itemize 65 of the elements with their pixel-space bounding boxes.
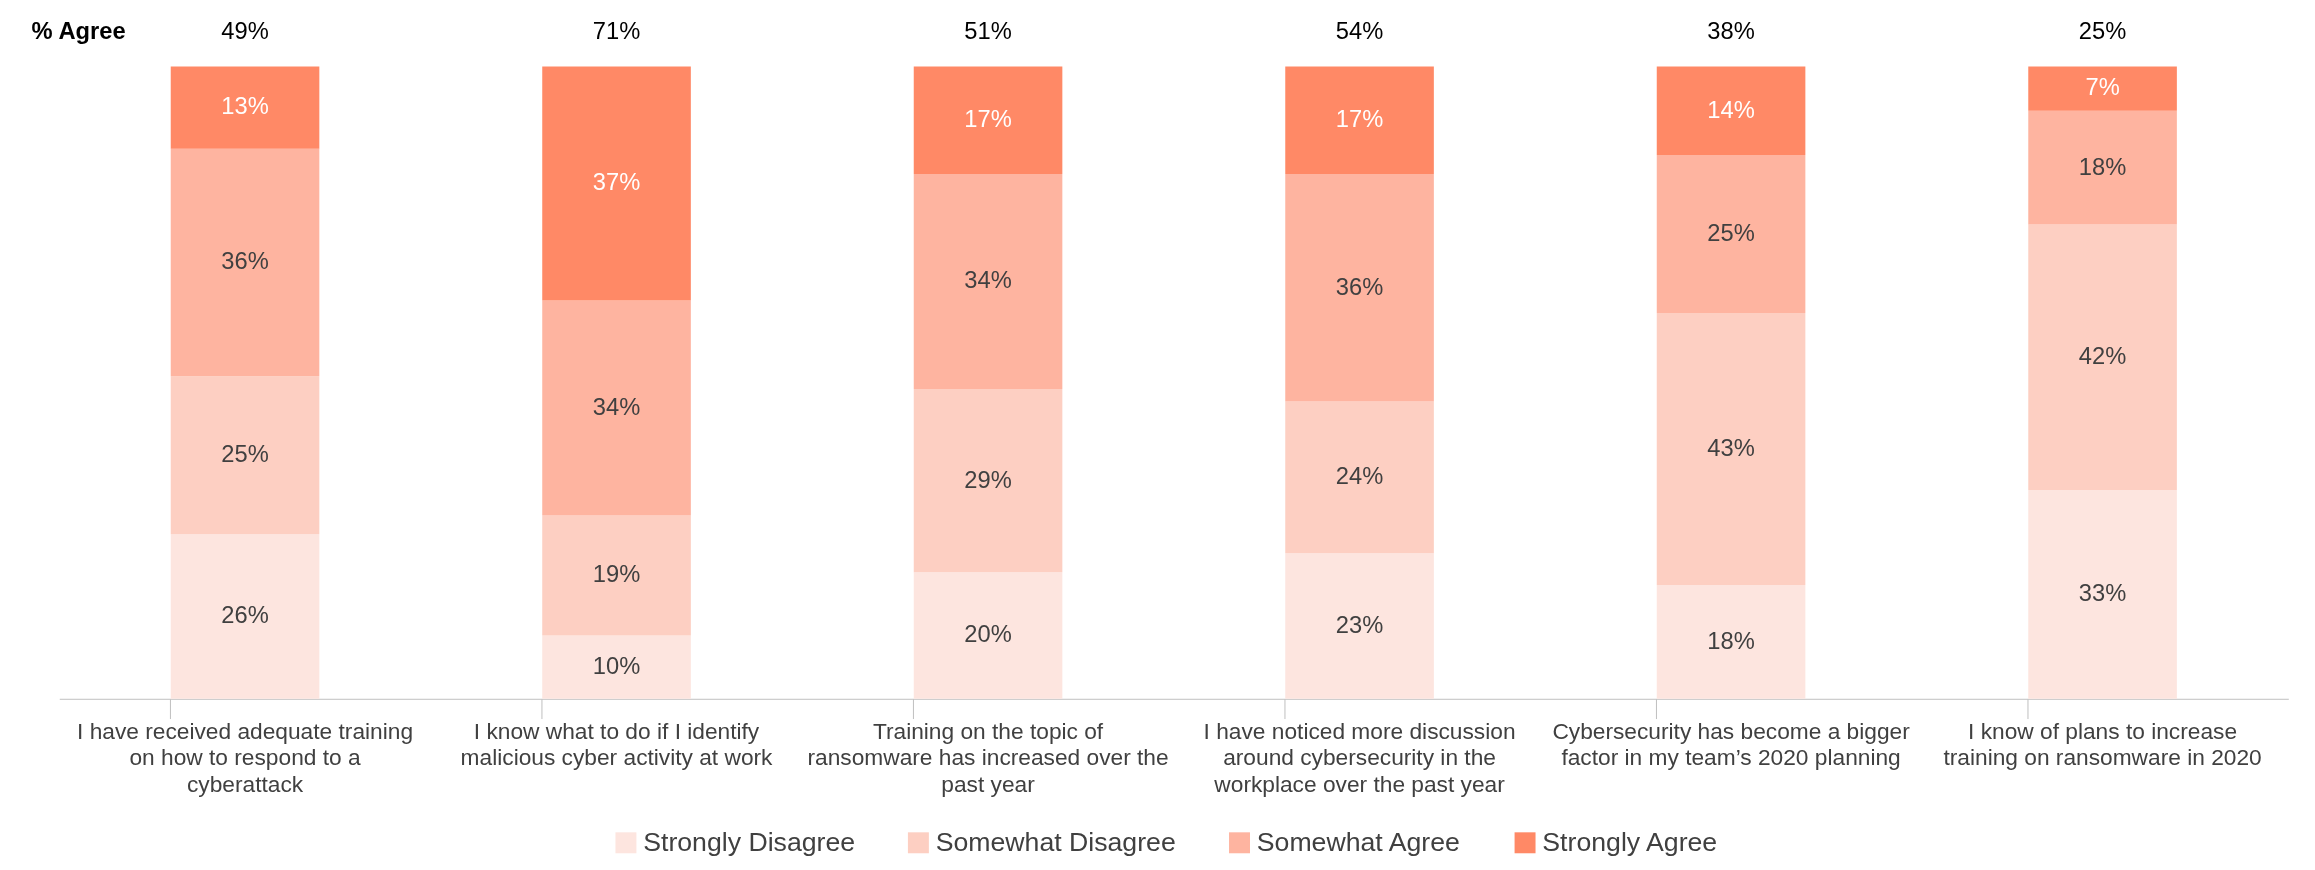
- bar: [1656, 584, 1806, 699]
- bar: [1656, 66, 1806, 155]
- data-label: 17%: [964, 106, 1012, 133]
- bar: [913, 173, 1063, 389]
- bar: [1656, 313, 1806, 585]
- data-label: 36%: [1335, 273, 1384, 300]
- bar: [913, 388, 1063, 573]
- bar: [1285, 173, 1434, 402]
- data-label: 7%: [2085, 74, 2120, 101]
- bar: [542, 66, 691, 301]
- data-label: 34%: [592, 393, 641, 420]
- data-label: 25%: [221, 441, 269, 468]
- bar: [913, 572, 1063, 699]
- bar: [542, 300, 691, 516]
- bar: [2028, 110, 2177, 225]
- text: 71%: [592, 17, 641, 44]
- bar: [542, 635, 691, 699]
- bar: [1285, 553, 1434, 699]
- bar: [1285, 401, 1434, 554]
- data-label: 19%: [592, 561, 641, 588]
- text: 38%: [1707, 17, 1755, 44]
- bar: [913, 66, 1063, 174]
- bar: [2028, 66, 2177, 111]
- bar: [2028, 224, 2177, 491]
- bar: [170, 534, 320, 699]
- data-label: 13%: [221, 93, 269, 120]
- data-label: 17%: [1335, 106, 1384, 133]
- text: 54%: [1335, 17, 1384, 44]
- data-label: 34%: [964, 267, 1012, 294]
- legend-label: Somewhat Agree: [1256, 826, 1460, 857]
- data-label: 24%: [1335, 463, 1384, 490]
- x-tick-label: I have received adequate training on how to respond to a cyberattack: [77, 717, 414, 798]
- data-label: 14%: [1707, 96, 1755, 123]
- bar: [542, 515, 691, 636]
- data-label: 20%: [964, 621, 1012, 648]
- legend-label: Strongly Disagree: [643, 826, 856, 857]
- data-label: 18%: [1707, 627, 1755, 654]
- data-label: 10%: [592, 653, 641, 680]
- bar: [170, 148, 320, 377]
- text: 25%: [2078, 17, 2127, 44]
- data-label: 23%: [1335, 611, 1384, 638]
- x-tick-label: Training on the topic of ransomware has increased over the past year: [807, 717, 1169, 798]
- data-label: 43%: [1707, 434, 1755, 461]
- bar: [1656, 154, 1806, 314]
- bar: [1285, 66, 1434, 174]
- x-tick-label: I know of plans to increase training on ransomware in 2020: [1943, 717, 2262, 771]
- data-label: 26%: [221, 602, 269, 629]
- data-label: 33%: [2078, 580, 2127, 607]
- legend-label: Somewhat Disagree: [935, 826, 1176, 857]
- bar: [170, 376, 320, 535]
- x-tick-label: I have noticed more discussion around cybersecurity in the workplace over the past year: [1203, 717, 1516, 798]
- data-label: 18%: [2078, 153, 2127, 180]
- text: 49%: [221, 17, 269, 44]
- data-label: 42%: [2078, 343, 2127, 370]
- data-label: 37%: [592, 169, 641, 196]
- x-tick-label: Cybersecurity has become a bigger factor in my team’s 2020 planning: [1552, 717, 1911, 771]
- legend-label: Strongly Agree: [1542, 826, 1718, 857]
- data-label: 29%: [964, 466, 1012, 493]
- text: 51%: [964, 17, 1012, 44]
- x-tick-label: I know what to do if I identify malicious cyber activity at work: [460, 717, 774, 771]
- bar: [170, 66, 320, 149]
- bar: [2028, 490, 2177, 699]
- data-label: 25%: [1707, 219, 1755, 246]
- text: % Agree: [31, 17, 126, 44]
- data-label: 36%: [221, 248, 269, 275]
